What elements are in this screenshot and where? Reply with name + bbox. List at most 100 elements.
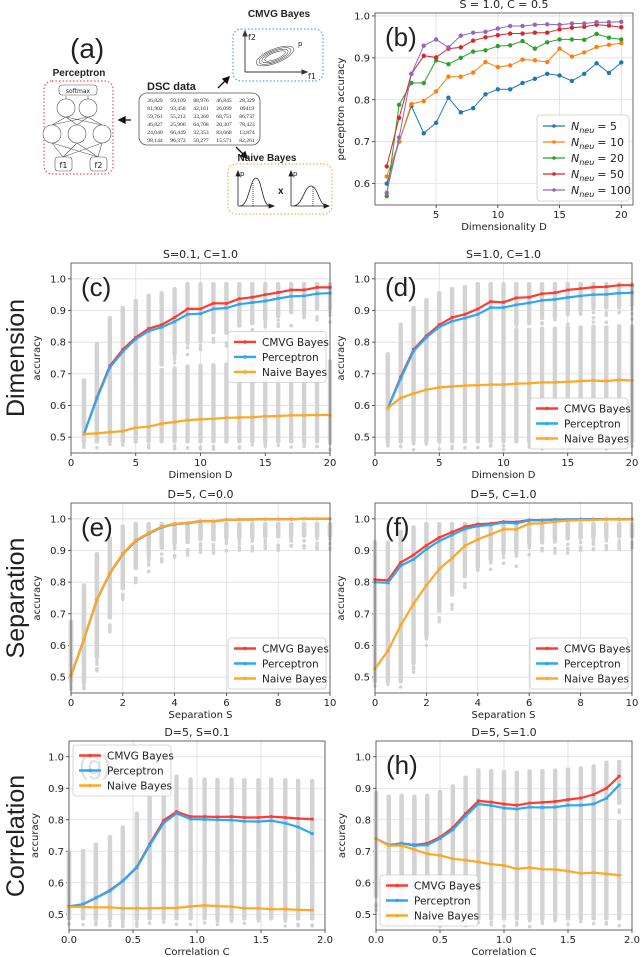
trial-scatter-point (198, 548, 203, 552)
data-point (411, 349, 416, 353)
legend-item: Naive Bayes (234, 367, 327, 379)
trial-scatter-point (579, 919, 583, 924)
legend-symbol: N (571, 168, 579, 181)
x-tick-label: 5 (433, 210, 439, 221)
trial-scatter-band (310, 854, 315, 921)
legend-label: Perceptron (564, 659, 621, 671)
x-tick-label: 5 (133, 458, 139, 469)
data-point (396, 135, 402, 140)
legend-label: Naive Bayes (107, 781, 172, 793)
data-point (476, 383, 480, 387)
data-point (250, 415, 254, 419)
data-point (269, 907, 273, 911)
data-point (501, 521, 506, 525)
data-point (315, 413, 319, 417)
data-point (463, 525, 467, 529)
trial-scatter-point (108, 442, 112, 446)
trial-scatter-point (250, 548, 255, 553)
data-point (134, 538, 138, 542)
data-point (520, 23, 525, 29)
legend-value: = 50 (597, 168, 624, 181)
trial-scatter-point (617, 541, 621, 546)
data-point (579, 803, 583, 807)
data-point (489, 862, 493, 866)
legend-item: Perceptron (79, 766, 164, 778)
trial-scatter-band (159, 367, 164, 444)
data-point (224, 306, 228, 310)
data-point (215, 904, 220, 908)
data-point (399, 560, 403, 565)
data-point (289, 294, 293, 298)
data-point (514, 521, 518, 525)
data-point (242, 815, 246, 820)
x-axis-label: Separation S (472, 710, 536, 721)
legend-marker (88, 753, 92, 758)
trial-scatter-point (211, 340, 216, 344)
data-point (495, 64, 501, 70)
trial-scatter-point (591, 921, 596, 926)
trial-scatter-point (276, 322, 281, 326)
data-point (532, 46, 538, 51)
data-point (437, 567, 441, 571)
x-tick-label: 2 (423, 698, 429, 709)
data-point (617, 783, 621, 787)
trial-scatter-point (398, 444, 403, 448)
data-point (594, 31, 599, 37)
trial-scatter-point (135, 922, 139, 927)
data-point (446, 74, 451, 79)
data-point (594, 20, 599, 25)
x-tick-label: 20 (324, 458, 337, 469)
trial-scatter-point (224, 539, 229, 543)
axes-frame (70, 502, 331, 694)
data-point (501, 383, 506, 387)
trial-scatter-band (616, 522, 622, 539)
trial-scatter-band (107, 851, 113, 921)
table-cell: 24,040 (147, 130, 163, 136)
data-point (95, 597, 99, 602)
trial-scatter-band (107, 376, 113, 444)
data-point (399, 396, 403, 400)
data-point (198, 519, 203, 523)
trial-scatter-point (289, 543, 293, 548)
table-cell: 64,708 (193, 122, 209, 128)
trial-scatter-point (198, 346, 203, 350)
legend-label: CMVG Bayes (107, 751, 174, 763)
data-point (566, 803, 570, 807)
data-point (399, 376, 403, 381)
data-point (82, 637, 86, 641)
data-point (532, 58, 538, 63)
legend-marker (545, 646, 549, 651)
data-point (501, 300, 506, 304)
trial-scatter-band (514, 813, 519, 921)
trial-scatter-point (250, 537, 255, 541)
data-point (566, 295, 570, 300)
data-point (185, 418, 190, 422)
y-tick-label: 0.6 (354, 401, 370, 412)
data-point (458, 55, 463, 61)
data-point (520, 31, 525, 36)
data-point (189, 904, 193, 908)
data-point (458, 33, 463, 38)
y-tick-label: 0.8 (354, 338, 370, 349)
data-point (446, 45, 451, 50)
trial-scatter-point (617, 310, 621, 315)
legend-marker (395, 898, 399, 903)
trial-scatter-point (198, 544, 203, 548)
trial-scatter-band (120, 524, 125, 591)
chart-title: D=5, S=1.0 (471, 726, 536, 739)
y-tick-label: 1.0 (50, 514, 66, 525)
data-point (617, 291, 621, 295)
trial-scatter-point (237, 548, 242, 552)
trial-scatter-band (411, 337, 416, 444)
data-point (229, 815, 234, 819)
trial-scatter-band (133, 522, 138, 571)
trial-scatter-point (229, 919, 234, 923)
legend-box (72, 744, 172, 797)
data-point (296, 825, 300, 829)
trial-scatter-band (449, 527, 455, 597)
data-point (289, 413, 293, 417)
legend-label: Naive Bayes (564, 434, 629, 446)
x-tick-label: 5 (436, 458, 442, 469)
data-point (276, 414, 280, 418)
